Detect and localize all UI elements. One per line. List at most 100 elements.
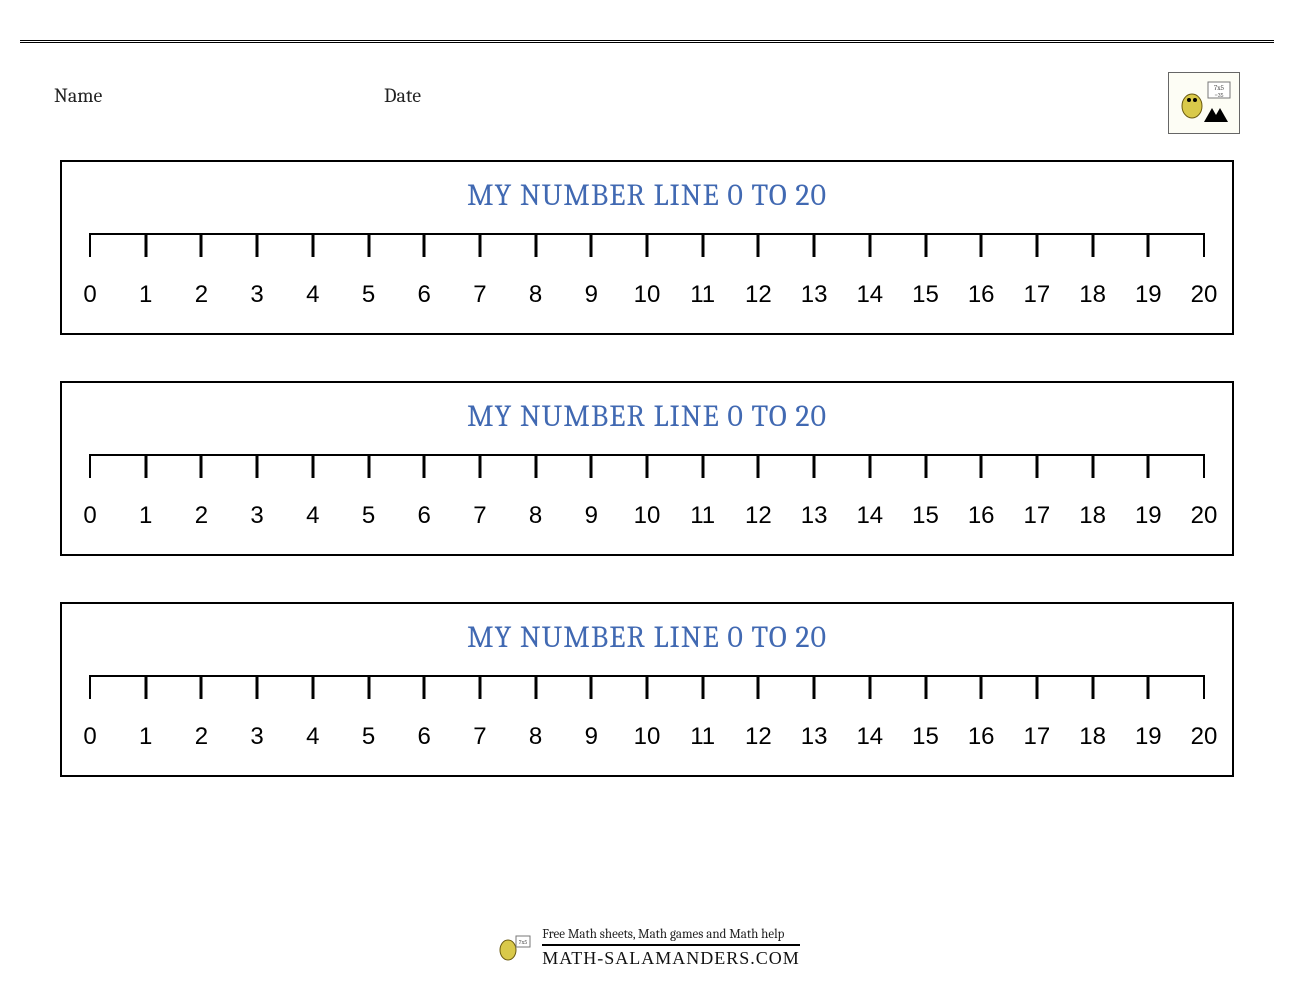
number-line-label: 6 <box>418 723 431 751</box>
number-line-tick <box>980 233 983 257</box>
number-line-tick <box>868 675 871 699</box>
number-line-tick <box>367 454 370 478</box>
number-line-card: MY NUMBER LINE 0 TO 20012345678910111213… <box>60 602 1234 777</box>
number-line-tick <box>701 675 704 699</box>
number-line-tick <box>478 675 481 699</box>
number-line-tick <box>311 675 314 699</box>
number-line-tick <box>423 454 426 478</box>
number-line-tick <box>868 233 871 257</box>
number-line-tick <box>701 454 704 478</box>
number-line-tick <box>980 675 983 699</box>
number-line-label: 3 <box>250 723 263 751</box>
number-line-label: 20 <box>1191 281 1218 309</box>
number-line-tick <box>757 675 760 699</box>
number-line-label: 19 <box>1135 723 1162 751</box>
number-line-label: 8 <box>529 281 542 309</box>
name-label: Name <box>54 84 384 107</box>
page-top-rule <box>20 40 1274 44</box>
number-line-tick <box>534 675 537 699</box>
number-line-label: 8 <box>529 502 542 530</box>
number-line-tick <box>144 454 147 478</box>
number-line-tick <box>144 233 147 257</box>
number-line-tick <box>757 454 760 478</box>
number-line-tick <box>1091 454 1094 478</box>
number-line-tick <box>980 454 983 478</box>
number-line-tick <box>89 233 91 257</box>
card-title: MY NUMBER LINE 0 TO 20 <box>86 620 1208 655</box>
svg-text:=35: =35 <box>1215 92 1224 99</box>
number-line-tick <box>701 233 704 257</box>
number-line-label: 15 <box>912 723 939 751</box>
number-line-tick <box>1091 675 1094 699</box>
brand-logo-icon: 7x5 =35 <box>1168 72 1240 134</box>
number-line-label: 4 <box>306 502 319 530</box>
number-line-label: 15 <box>912 502 939 530</box>
number-line-label: 17 <box>1024 281 1051 309</box>
svg-text:7x5: 7x5 <box>519 939 528 946</box>
number-line-cards: MY NUMBER LINE 0 TO 20012345678910111213… <box>60 160 1234 823</box>
date-label: Date <box>384 84 421 107</box>
number-line-label: 4 <box>306 281 319 309</box>
number-line-label: 18 <box>1079 281 1106 309</box>
number-line-label: 12 <box>745 281 772 309</box>
number-line-label: 16 <box>968 281 995 309</box>
card-title: MY NUMBER LINE 0 TO 20 <box>86 178 1208 213</box>
number-line-tick <box>200 233 203 257</box>
number-line-label: 3 <box>250 281 263 309</box>
number-line-label: 20 <box>1191 723 1218 751</box>
number-line-tick <box>534 233 537 257</box>
number-line-label: 19 <box>1135 502 1162 530</box>
number-line-tick <box>367 675 370 699</box>
number-line-tick <box>1035 675 1038 699</box>
number-line-label: 13 <box>801 281 828 309</box>
number-line-tick <box>813 233 816 257</box>
number-line-label: 5 <box>362 281 375 309</box>
number-line-tick <box>646 233 649 257</box>
number-line-tick <box>590 675 593 699</box>
number-line-label: 14 <box>856 281 883 309</box>
number-line-label: 7 <box>473 502 486 530</box>
number-line-label: 2 <box>195 281 208 309</box>
number-line-label: 18 <box>1079 502 1106 530</box>
footer-brand: MATH-SALAMANDERS.COM <box>542 944 800 969</box>
number-line-label: 20 <box>1191 502 1218 530</box>
number-line-label: 10 <box>634 723 661 751</box>
number-line-tick <box>924 675 927 699</box>
number-line-tick <box>478 233 481 257</box>
number-line-tick <box>1203 454 1205 478</box>
footer-tagline: Free Math sheets, Math games and Math he… <box>542 927 800 942</box>
number-line-tick <box>256 233 259 257</box>
number-line-label: 19 <box>1135 281 1162 309</box>
number-line-label: 3 <box>250 502 263 530</box>
number-line-tick <box>256 454 259 478</box>
number-line-tick <box>1147 233 1150 257</box>
number-line-tick <box>1035 233 1038 257</box>
number-line-label: 12 <box>745 502 772 530</box>
number-line-tick <box>478 454 481 478</box>
number-line-label: 11 <box>690 723 715 751</box>
number-line-label: 6 <box>418 281 431 309</box>
number-line-label: 12 <box>745 723 772 751</box>
number-line-tick <box>1091 233 1094 257</box>
footer-logo-icon: 7x5 <box>494 930 534 966</box>
number-line-label: 4 <box>306 723 319 751</box>
number-line-label: 1 <box>139 281 152 309</box>
number-line-label: 1 <box>139 723 152 751</box>
number-line-tick <box>200 454 203 478</box>
number-line-tick <box>200 675 203 699</box>
number-line-label: 17 <box>1024 723 1051 751</box>
number-line-label: 0 <box>83 281 96 309</box>
number-line-label: 10 <box>634 502 661 530</box>
number-line-label: 17 <box>1024 502 1051 530</box>
number-line-tick <box>89 675 91 699</box>
number-line-tick <box>590 454 593 478</box>
number-line-tick <box>1203 233 1205 257</box>
number-line-label: 9 <box>585 281 598 309</box>
number-line-label: 9 <box>585 723 598 751</box>
number-line-card: MY NUMBER LINE 0 TO 20012345678910111213… <box>60 160 1234 335</box>
number-line-tick <box>646 675 649 699</box>
number-line-label: 0 <box>83 502 96 530</box>
number-line-tick <box>813 454 816 478</box>
number-line-tick <box>1147 675 1150 699</box>
number-line-tick <box>367 233 370 257</box>
